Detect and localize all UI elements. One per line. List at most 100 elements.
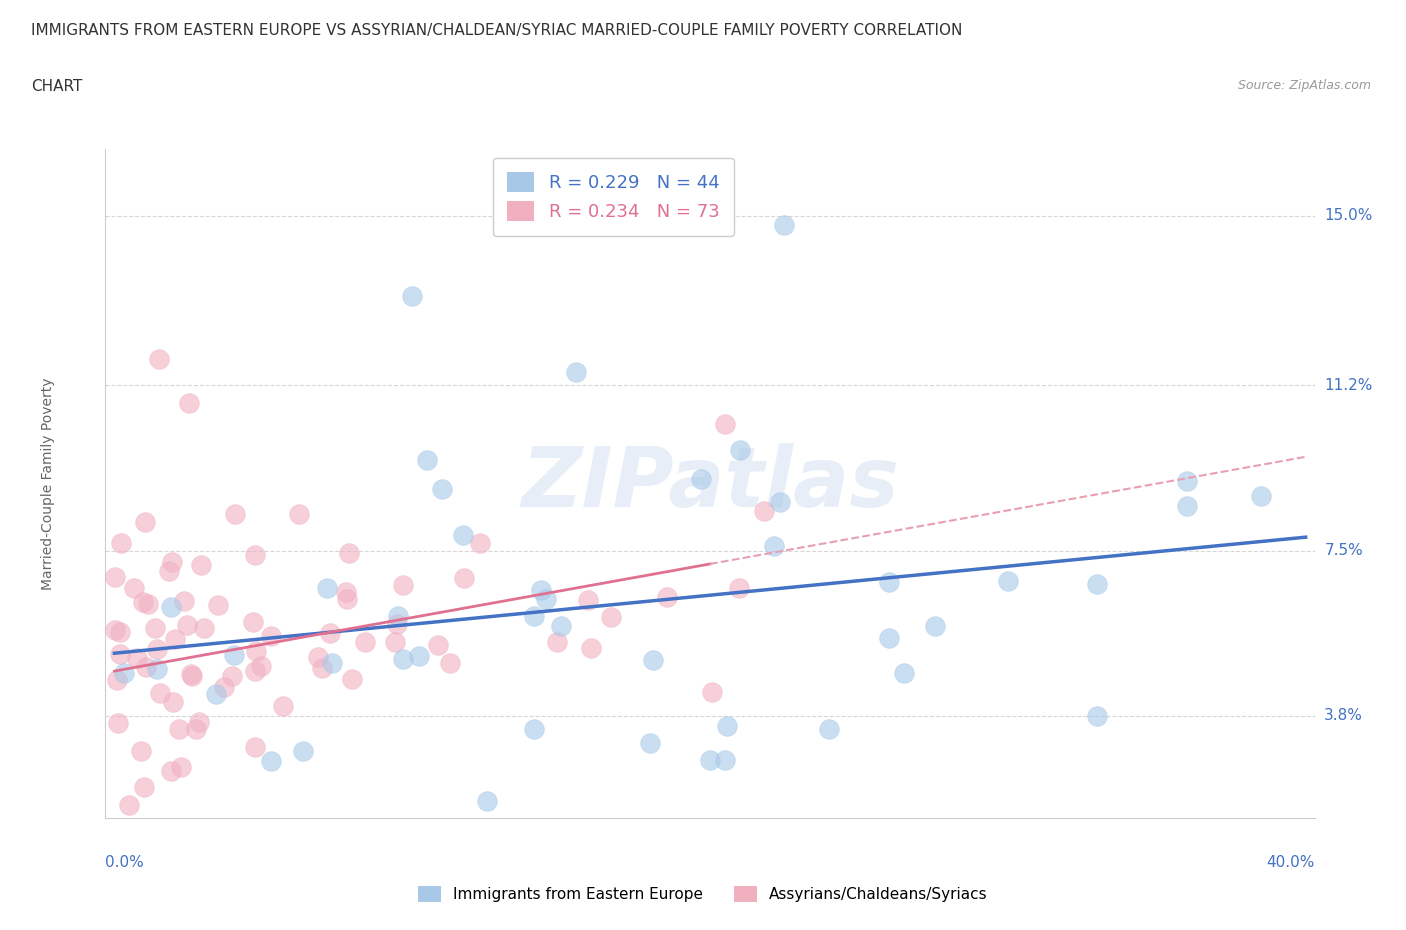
Point	[387, 608, 409, 623]
Point	[924, 619, 946, 634]
Point	[118, 798, 141, 813]
Point	[177, 396, 200, 411]
Point	[122, 580, 145, 595]
Point	[415, 452, 437, 467]
Point	[714, 417, 737, 432]
Point	[754, 504, 776, 519]
Point	[763, 538, 786, 553]
Point	[291, 744, 314, 759]
Point	[523, 608, 546, 623]
Point	[391, 651, 413, 666]
Point	[321, 656, 343, 671]
Point	[288, 507, 311, 522]
Point	[716, 719, 738, 734]
Point	[579, 640, 602, 655]
Point	[408, 648, 430, 663]
Point	[260, 753, 283, 768]
Point	[136, 596, 159, 611]
Point	[546, 635, 568, 650]
Point	[475, 793, 498, 808]
Point	[523, 722, 546, 737]
Point	[165, 631, 187, 646]
Point	[157, 564, 180, 578]
Point	[702, 684, 724, 699]
Point	[728, 443, 751, 458]
Point	[690, 472, 713, 486]
Point	[135, 659, 157, 674]
Point	[146, 642, 169, 657]
Point	[713, 752, 735, 767]
Point	[337, 545, 360, 560]
Point	[127, 651, 149, 666]
Text: IMMIGRANTS FROM EASTERN EUROPE VS ASSYRIAN/CHALDEAN/SYRIAC MARRIED-COUPLE FAMILY: IMMIGRANTS FROM EASTERN EUROPE VS ASSYRI…	[31, 23, 962, 38]
Point	[181, 669, 204, 684]
Text: 0.0%: 0.0%	[105, 856, 145, 870]
Text: 3.8%: 3.8%	[1324, 709, 1364, 724]
Point	[576, 592, 599, 607]
Point	[108, 625, 131, 640]
Point	[385, 617, 408, 631]
Point	[699, 753, 721, 768]
Point	[207, 597, 229, 612]
Point	[134, 514, 156, 529]
Text: CHART: CHART	[31, 79, 83, 94]
Point	[600, 609, 623, 624]
Point	[1175, 498, 1198, 513]
Point	[453, 570, 475, 585]
Point	[245, 644, 267, 658]
Point	[1085, 577, 1108, 591]
Point	[112, 666, 135, 681]
Point	[143, 620, 166, 635]
Point	[242, 615, 264, 630]
Text: Source: ZipAtlas.com: Source: ZipAtlas.com	[1237, 79, 1371, 92]
Point	[204, 686, 226, 701]
Point	[134, 779, 156, 794]
Point	[110, 536, 132, 551]
Point	[104, 623, 127, 638]
Point	[162, 695, 184, 710]
Point	[214, 680, 236, 695]
Point	[160, 554, 183, 569]
Point	[451, 527, 474, 542]
Legend: Immigrants from Eastern Europe, Assyrians/Chaldeans/Syriacs: Immigrants from Eastern Europe, Assyrian…	[412, 880, 994, 909]
Point	[108, 646, 131, 661]
Point	[132, 594, 155, 609]
Point	[193, 621, 215, 636]
Point	[315, 580, 337, 595]
Text: 7.5%: 7.5%	[1324, 543, 1362, 558]
Point	[530, 582, 553, 597]
Point	[176, 618, 198, 632]
Text: 15.0%: 15.0%	[1324, 208, 1372, 223]
Point	[190, 558, 212, 573]
Point	[401, 288, 423, 303]
Point	[1250, 488, 1272, 503]
Point	[146, 661, 169, 676]
Point	[129, 743, 152, 758]
Point	[439, 655, 461, 670]
Legend: R = 0.229   N = 44, R = 0.234   N = 73: R = 0.229 N = 44, R = 0.234 N = 73	[492, 158, 734, 235]
Point	[427, 638, 450, 653]
Point	[336, 591, 359, 606]
Point	[565, 365, 588, 379]
Text: ZIPatlas: ZIPatlas	[522, 443, 898, 525]
Point	[159, 764, 181, 778]
Point	[186, 722, 208, 737]
Point	[167, 722, 190, 737]
Point	[148, 352, 170, 366]
Point	[353, 634, 375, 649]
Point	[188, 714, 211, 729]
Point	[655, 590, 678, 604]
Point	[877, 575, 900, 590]
Point	[640, 735, 662, 750]
Point	[470, 536, 492, 551]
Point	[243, 548, 266, 563]
Point	[1175, 473, 1198, 488]
Point	[250, 658, 273, 673]
Point	[773, 218, 796, 232]
Point	[170, 760, 193, 775]
Point	[105, 673, 128, 688]
Text: 40.0%: 40.0%	[1267, 856, 1315, 870]
Point	[243, 663, 266, 678]
Point	[550, 619, 572, 634]
Text: 11.2%: 11.2%	[1324, 378, 1372, 392]
